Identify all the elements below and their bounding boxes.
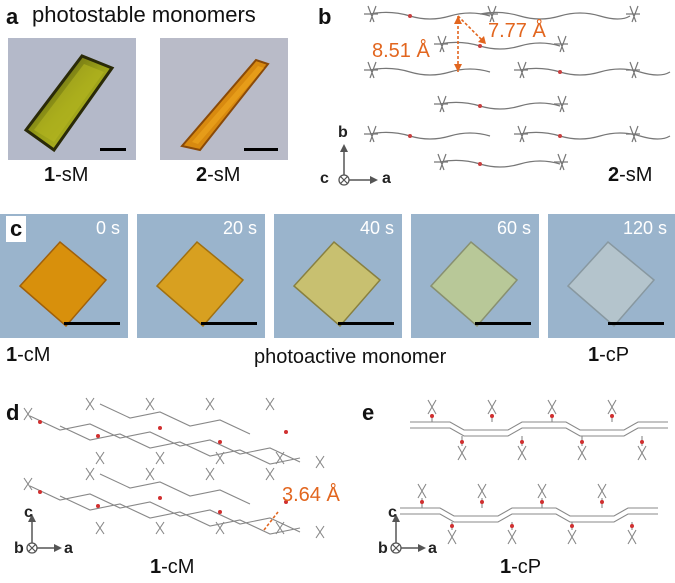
crystal-frame-40-image bbox=[292, 240, 382, 328]
time-label-60: 60 s bbox=[496, 218, 531, 238]
panel-a-label: a bbox=[6, 4, 19, 29]
caption-1-cM-top: 1-cM bbox=[6, 344, 51, 366]
distance-label-8-51: 8.51 Å bbox=[372, 40, 430, 62]
crystal-photo-1-sM bbox=[8, 38, 136, 160]
distance-label-7-77: 7.77 Å bbox=[488, 20, 546, 42]
packing-diagram-1-cM bbox=[23, 397, 325, 554]
time-label-40: 40 s bbox=[359, 218, 394, 238]
axis-b-label: b bbox=[338, 124, 348, 141]
time-frame-20: 20 s bbox=[137, 214, 265, 338]
caption-1-sM: 1-sM bbox=[44, 164, 89, 186]
panel-c-label: c bbox=[6, 216, 27, 242]
caption-1-cM-bottom: 1-cM bbox=[150, 556, 195, 578]
crystal-frame-0-image bbox=[18, 240, 108, 328]
panel-b-label: b bbox=[318, 4, 332, 29]
axis-c-label-e: c bbox=[388, 504, 397, 521]
time-frame-60: 60 s bbox=[411, 214, 539, 338]
axis-a-label-d: a bbox=[64, 540, 73, 557]
caption-2-sM: 2-sM bbox=[196, 164, 241, 186]
caption-1-cP-bottom: 1-cP bbox=[500, 556, 542, 578]
caption-b-2-sM: 2-sM bbox=[608, 164, 653, 186]
distance-label-3-64: 3.64 Å bbox=[282, 484, 340, 506]
axis-b-label-e: b bbox=[378, 540, 388, 557]
time-label-20: 20 s bbox=[222, 218, 257, 238]
crystal-photo-2-sM bbox=[160, 38, 288, 160]
crystal-frame-60-image bbox=[429, 240, 519, 328]
time-frame-40: 40 s bbox=[274, 214, 402, 338]
crystal-frame-120-image bbox=[566, 240, 656, 328]
axis-c-label-d: c bbox=[24, 504, 33, 521]
axis-a-label-e: a bbox=[428, 540, 437, 557]
crystal-2-sM-image bbox=[180, 58, 270, 152]
axis-c-label: c bbox=[320, 170, 329, 187]
panel-e-label: e bbox=[362, 400, 375, 425]
panel-d-label: d bbox=[6, 400, 20, 425]
packing-diagram-1-cP bbox=[390, 399, 668, 554]
panel-a-title: photostable monomers bbox=[32, 2, 256, 27]
axis-b-label-d: b bbox=[14, 540, 24, 557]
packing-diagram-2-sM bbox=[338, 5, 671, 186]
time-label-0: 0 s bbox=[95, 218, 120, 238]
caption-1-cP-top: 1-cP bbox=[588, 344, 630, 366]
time-label-120: 120 s bbox=[622, 218, 667, 238]
axis-a-label: a bbox=[382, 170, 391, 187]
photoactive-label: photoactive monomer bbox=[254, 346, 447, 368]
time-frame-120: 120 s bbox=[548, 214, 675, 338]
crystal-1-sM-image bbox=[23, 54, 115, 153]
crystal-frame-20-image bbox=[155, 240, 245, 328]
